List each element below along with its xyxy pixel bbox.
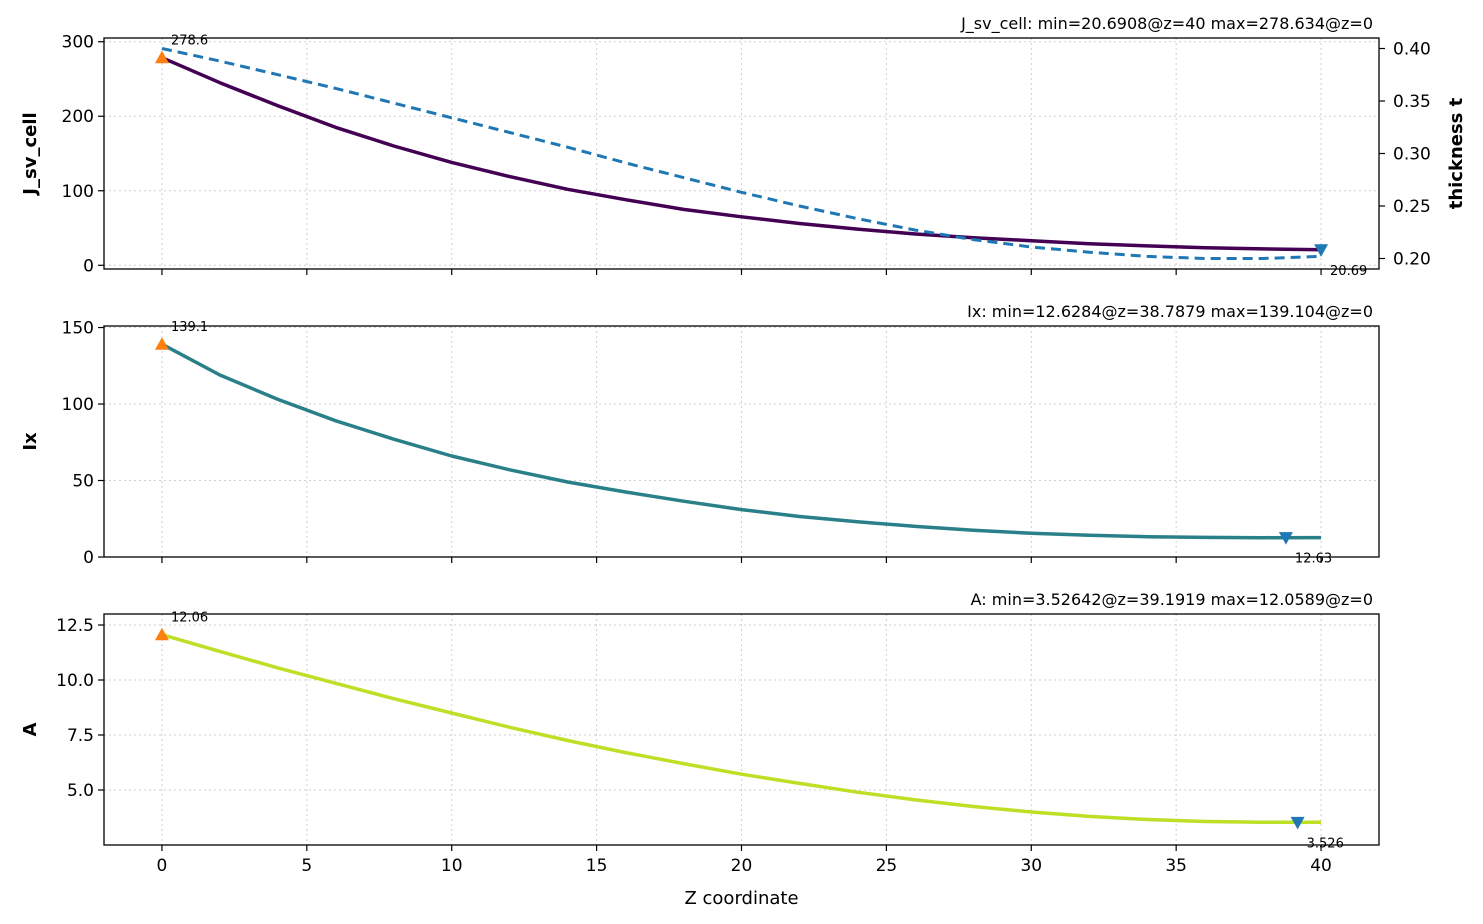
plot-frame [103,613,1380,846]
y2-tick-label: 0.25 [1393,197,1431,217]
x-tick-label: 0 [157,856,168,876]
panel-j-sv-cell: 0 100 200 300 0.20 0.25 0.30 0.35 0.40 278.6 20.69… [20,14,1467,279]
min-marker [1290,816,1305,830]
max-annotation: 139.1 [171,320,208,335]
y-tick-label: 10.0 [56,671,94,691]
max-marker [154,337,169,350]
max-marker [154,627,169,641]
x-tick-label: 25 [876,856,898,876]
panel-a: 0 5 10 15 20 25 30 35 40 5.0 7.5 10.0 12.5 12.06 3.526… [20,590,1380,909]
max-annotation: 12.06 [171,611,208,626]
series-line-right-1 [161,47,1322,260]
x-tick-label: 35 [1165,856,1187,876]
y2-axis-label: thickness t [1446,97,1467,209]
y-tick-label: 0 [83,256,94,276]
panel-title: J_sv_cell: min=20.6908@z=40 max=278.634@… [960,14,1373,34]
y-tick-label: 150 [62,319,94,339]
min-marker [1314,244,1329,257]
y-tick-label: 7.5 [67,726,94,746]
panel-title: Ix: min=12.6284@z=38.7879 max=139.104@z=… [967,302,1373,321]
panel-ix: 0 50 100 150 139.1 12.63 Ix: min=12.6284@z=38.… [20,302,1380,568]
min-marker [1278,532,1293,545]
x-tick-label: 15 [586,856,608,876]
x-tick-label: 10 [441,856,463,876]
y-tick-label: 100 [62,182,94,202]
y-tick-label: 50 [72,472,94,492]
y-tick-label: 100 [62,395,94,415]
y-tick-label: 0 [83,548,94,568]
series-line-left-0 [161,633,1321,825]
max-annotation: 278.6 [171,34,208,49]
y-axis-label: J_sv_cell [20,112,41,196]
x-axis-label: Z coordinate [684,888,798,909]
y-axis-label: Ix [20,432,41,451]
min-annotation: 20.69 [1330,264,1367,279]
y-tick-label: 200 [62,107,94,127]
y-tick-label: 300 [62,33,94,53]
y2-tick-label: 0.20 [1393,250,1431,270]
x-tick-label: 5 [301,856,312,876]
plot-frame [103,325,1380,558]
x-tick-label: 20 [731,856,753,876]
max-marker [154,50,169,64]
x-tick-label: 30 [1020,856,1042,876]
series-line-left-0 [161,342,1322,540]
y2-tick-label: 0.30 [1393,145,1431,165]
min-annotation: 3.526 [1307,836,1344,851]
min-annotation: 12.63 [1295,552,1332,567]
y2-tick-label: 0.35 [1393,92,1431,112]
y-tick-label: 5.0 [67,781,94,801]
series-line-left-0 [161,56,1322,252]
y2-tick-label: 0.40 [1393,40,1431,60]
panel-title: A: min=3.52642@z=39.1919 max=12.0589@z=0 [971,590,1373,609]
y-tick-label: 12.5 [56,616,94,636]
x-tick-label: 40 [1310,856,1332,876]
y-axis-label: A [20,722,41,736]
plot-frame [103,37,1380,270]
